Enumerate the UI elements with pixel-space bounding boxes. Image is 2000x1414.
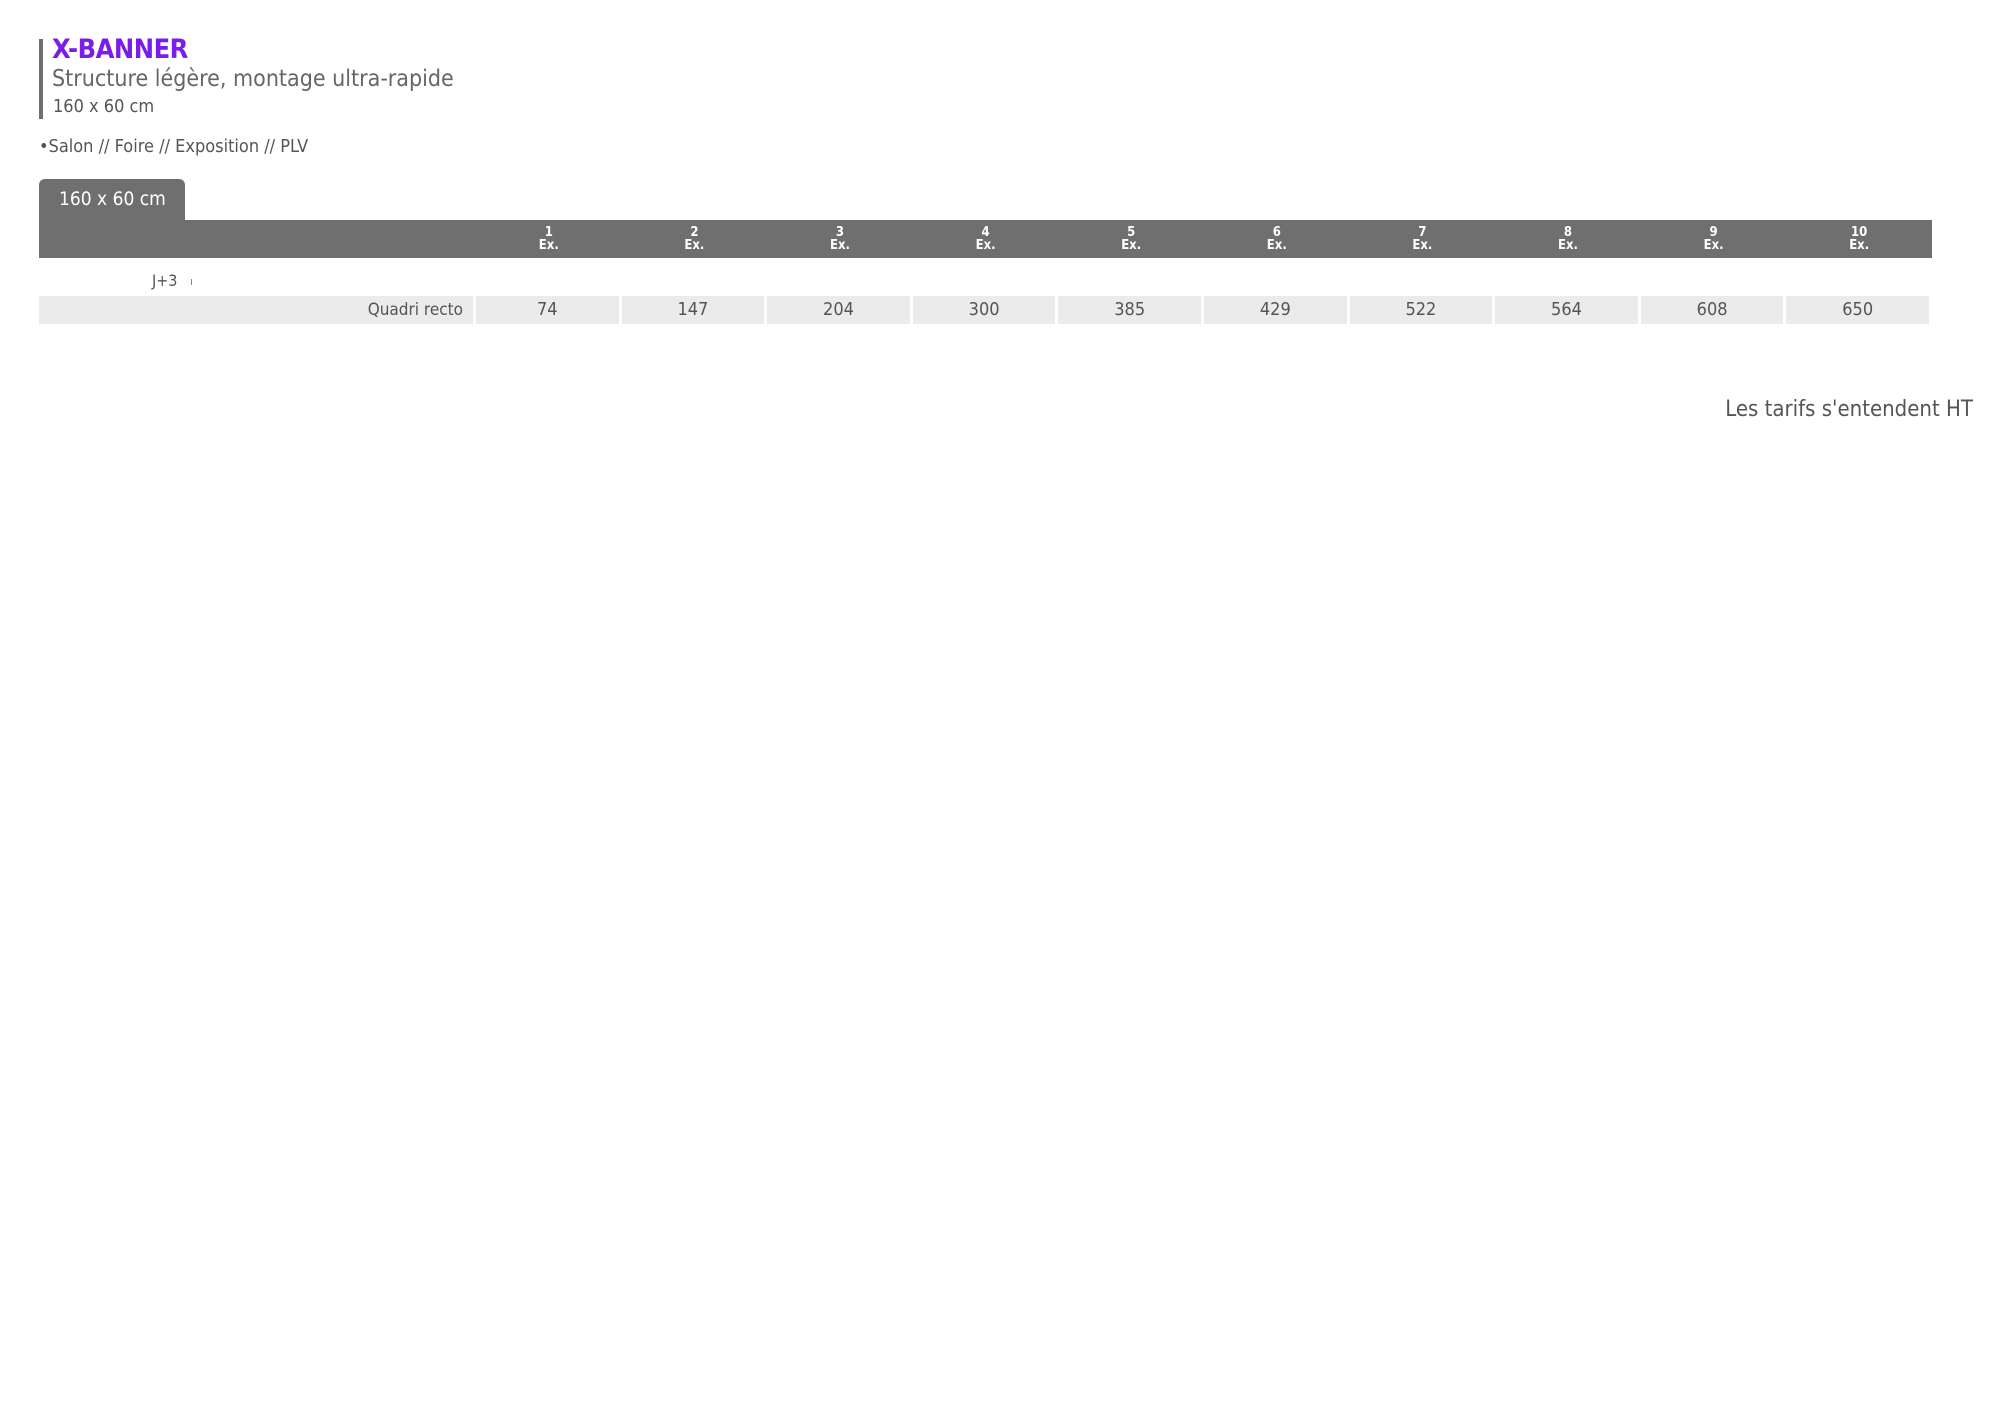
delay-tick: [191, 279, 192, 285]
price-cell: 74: [476, 296, 619, 324]
delay-label: J+3: [152, 271, 178, 290]
column-header: 6 Ex.: [1204, 220, 1350, 258]
column-qty: 8: [1563, 225, 1573, 240]
column-header: 8 Ex.: [1495, 220, 1641, 258]
column-unit: Ex.: [1266, 238, 1287, 253]
table-header: 1 Ex. 2 Ex. 3 Ex. 4 Ex. 5 Ex. 6 Ex. 7 Ex. 8 Ex. 9 Ex. 10 Ex…: [39, 220, 1932, 258]
product-dimensions: 160 x 60 cm: [53, 96, 155, 117]
column-unit: Ex.: [1703, 238, 1724, 253]
price-cell: 147: [621, 296, 765, 324]
column-qty: 2: [690, 225, 699, 240]
column-header: 7 Ex.: [1350, 220, 1496, 258]
column-unit: Ex.: [684, 238, 705, 253]
column-header: 2 Ex.: [622, 220, 768, 258]
column-header: 10 Ex.: [1786, 220, 1932, 258]
size-tab: 160 x 60 cm: [39, 179, 185, 221]
column-header: 9 Ex.: [1641, 220, 1787, 258]
price-cell: 650: [1786, 296, 1929, 324]
column-qty: 10: [1851, 225, 1868, 240]
product-title: X-BANNER: [52, 34, 188, 65]
column-unit: Ex.: [1412, 238, 1433, 253]
column-qty: 6: [1272, 225, 1281, 240]
column-unit: Ex.: [829, 238, 850, 253]
price-cell: 429: [1204, 296, 1347, 324]
product-subtitle: Structure légère, montage ultra-rapide: [52, 66, 454, 92]
column-header: 3 Ex.: [767, 220, 913, 258]
column-qty: 3: [835, 225, 845, 240]
price-cell: 564: [1495, 296, 1638, 324]
row-label: Quadri recto: [39, 296, 473, 324]
column-qty: 1: [544, 225, 553, 240]
price-cell: 204: [767, 296, 910, 324]
table-row: Quadri recto 74 147 204 300 385 429 522 564 608 6…: [39, 296, 1932, 324]
price-cell: 385: [1058, 296, 1201, 324]
column-unit: Ex.: [1121, 238, 1142, 253]
price-cell: 522: [1349, 296, 1493, 324]
column-unit: Ex.: [975, 238, 996, 253]
column-unit: Ex.: [538, 238, 559, 253]
column-qty: 9: [1709, 225, 1718, 240]
title-accent-bar: [39, 39, 43, 119]
column-header: 4 Ex.: [913, 220, 1059, 258]
column-header: 1 Ex.: [476, 220, 622, 258]
column-unit: Ex.: [1849, 238, 1870, 253]
column-qty: 5: [1127, 225, 1136, 240]
column-qty: 7: [1418, 225, 1427, 240]
price-cell: 608: [1640, 296, 1784, 324]
product-uses: •Salon // Foire // Exposition // PLV: [39, 136, 309, 157]
price-cell: 300: [912, 296, 1056, 324]
price-note: Les tarifs s'entendent HT: [1725, 397, 1973, 422]
column-qty: 4: [981, 225, 990, 240]
column-unit: Ex.: [1557, 238, 1578, 253]
column-header: 5 Ex.: [1058, 220, 1204, 258]
